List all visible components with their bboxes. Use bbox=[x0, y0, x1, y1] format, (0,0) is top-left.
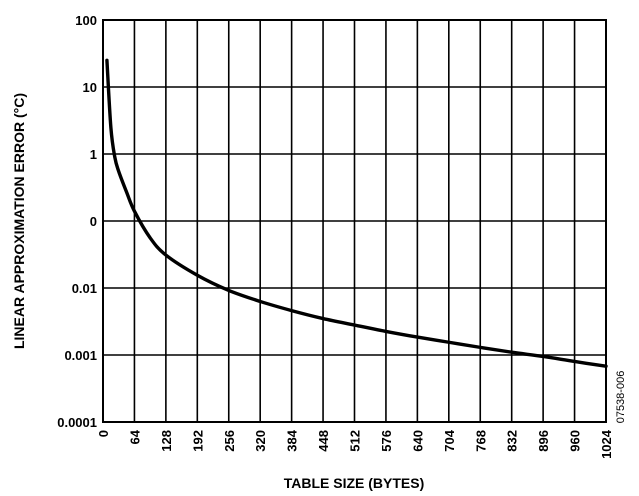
grid bbox=[103, 20, 606, 422]
y-tick-label: 0 bbox=[90, 214, 97, 229]
x-tick-label: 704 bbox=[442, 429, 457, 451]
y-tick-label: 100 bbox=[75, 13, 97, 28]
x-tick-label: 448 bbox=[316, 430, 331, 452]
figure-code: 07538-006 bbox=[615, 371, 627, 424]
x-tick-label: 640 bbox=[410, 430, 425, 452]
y-tick-label: 10 bbox=[83, 80, 97, 95]
x-tick-label: 0 bbox=[96, 430, 111, 437]
x-tick-label: 64 bbox=[127, 429, 142, 444]
x-tick-label: 1024 bbox=[599, 429, 614, 459]
x-tick-label: 128 bbox=[159, 430, 174, 452]
series-layer bbox=[105, 58, 608, 368]
x-tick-label: 192 bbox=[190, 430, 205, 452]
x-tick-label: 768 bbox=[473, 430, 488, 452]
x-tick-label: 384 bbox=[285, 429, 300, 451]
x-axis-label: TABLE SIZE (BYTES) bbox=[284, 475, 425, 491]
y-tick-label: 0.001 bbox=[64, 348, 97, 363]
plot-frame bbox=[102, 19, 607, 423]
y-axis-label: LINEAR APPROXIMATION ERROR (°C) bbox=[11, 93, 27, 349]
x-tick-label: 832 bbox=[505, 430, 520, 452]
x-tick-label: 896 bbox=[536, 430, 551, 452]
x-tick-labels: 0 64 128 192 256 320 384 448 512 576 640 704 768 832 8… bbox=[96, 429, 614, 459]
x-tick-label: 512 bbox=[348, 430, 363, 452]
x-tick-label: 960 bbox=[568, 430, 583, 452]
y-tick-label: 0.0001 bbox=[57, 415, 97, 430]
x-tick-label: 576 bbox=[379, 430, 394, 452]
x-tick-label: 320 bbox=[253, 430, 268, 452]
y-tick-label: 1 bbox=[90, 147, 97, 162]
series-line bbox=[105, 58, 608, 368]
x-tick-label: 256 bbox=[222, 430, 237, 452]
y-tick-label: 0.01 bbox=[72, 281, 97, 296]
